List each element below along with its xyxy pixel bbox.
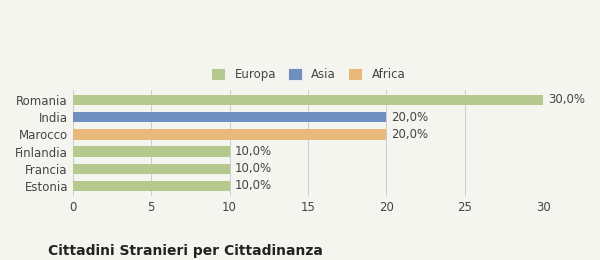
Text: 10,0%: 10,0% <box>235 179 271 192</box>
Text: 20,0%: 20,0% <box>391 111 428 124</box>
Legend: Europa, Asia, Africa: Europa, Asia, Africa <box>207 64 409 84</box>
Bar <box>73 129 386 140</box>
Bar <box>73 164 230 174</box>
Bar <box>73 95 544 105</box>
Bar <box>73 112 386 122</box>
Text: 10,0%: 10,0% <box>235 162 271 175</box>
Bar <box>73 181 230 191</box>
Text: 20,0%: 20,0% <box>391 128 428 141</box>
Bar <box>73 146 230 157</box>
Text: 10,0%: 10,0% <box>235 145 271 158</box>
Text: Cittadini Stranieri per Cittadinanza: Cittadini Stranieri per Cittadinanza <box>48 244 323 258</box>
Text: 30,0%: 30,0% <box>548 93 585 106</box>
